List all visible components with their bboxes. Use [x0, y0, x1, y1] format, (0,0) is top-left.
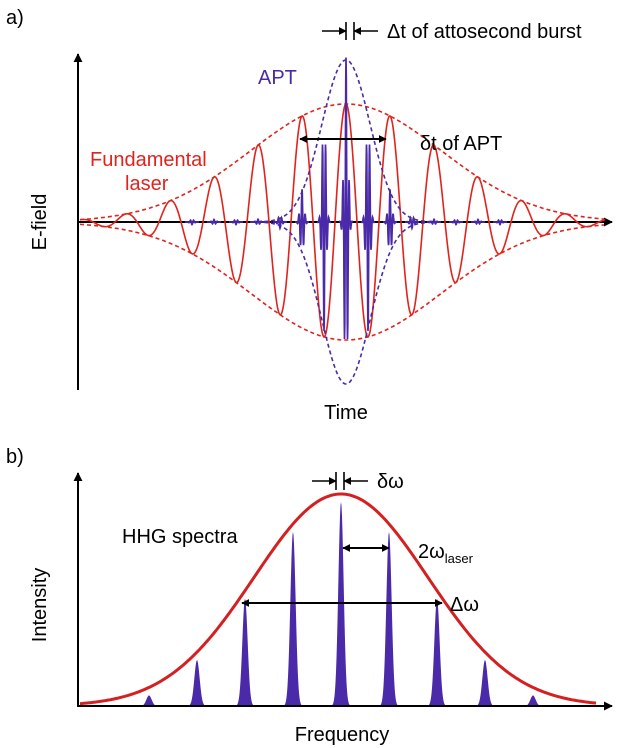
apt-label: APT	[258, 67, 297, 89]
attosecond-burst	[449, 218, 463, 226]
panel-a-x-label: Time	[324, 402, 368, 424]
harmonic-peak	[140, 695, 158, 706]
attosecond-burst	[316, 144, 332, 331]
fundamental-envelope-upper	[79, 103, 605, 221]
panel-b: b) Intensity Frequency HHG spectra δω 2ω…	[6, 446, 613, 746]
attosecond-burst	[207, 218, 221, 226]
attosecond-burst	[273, 215, 287, 232]
panel-a-label: a)	[6, 7, 24, 29]
harmonic-peak	[476, 660, 494, 706]
apt-duration-annotation: δt of APT	[420, 133, 502, 155]
bandwidth-annotation: Δω	[450, 594, 479, 616]
harmonic-peak	[236, 598, 254, 706]
harmonic-width-marker	[312, 472, 368, 490]
attosecond-burst	[405, 215, 419, 232]
attosecond-burst	[471, 218, 485, 226]
apt-envelope-lower	[250, 221, 442, 385]
fundamental-laser-wave	[79, 103, 606, 338]
attosecond-burst	[427, 217, 441, 225]
attosecond-burst	[493, 218, 507, 226]
fundamental-label-line1: Fundamental	[90, 149, 207, 171]
panel-a-y-label: E-field	[29, 194, 51, 251]
spectral-envelope	[79, 492, 597, 706]
attosecond-burst	[382, 189, 398, 246]
fundamental-envelope-lower	[79, 223, 605, 341]
attosecond-burst	[360, 144, 376, 331]
panel-b-y-label: Intensity	[29, 568, 51, 642]
hhg-spectra-label: HHG spectra	[122, 526, 238, 548]
attosecond-burst	[338, 57, 354, 340]
harmonic-peak	[428, 598, 446, 706]
panel-b-x-label: Frequency	[295, 724, 390, 746]
burst-annotation: Δt of attosecond burst	[387, 21, 582, 43]
harmonic-width-annotation: δω	[377, 471, 404, 493]
fundamental-label-line2: laser	[125, 173, 169, 195]
panel-a-waveforms	[79, 57, 606, 385]
attosecond-burst	[251, 217, 265, 225]
harmonic-peak	[188, 660, 206, 706]
harmonic-peak	[380, 531, 398, 706]
panel-b-label: b)	[6, 446, 24, 468]
burst-width-marker	[322, 22, 378, 40]
attosecond-burst	[229, 218, 243, 226]
spacing-main: 2ω	[418, 541, 445, 563]
harmonic-spacing-annotation: 2ωlaser	[418, 541, 474, 566]
spacing-subscript: laser	[445, 551, 474, 566]
harmonic-peak	[284, 531, 302, 706]
panel-a: a) E-field Time APT Fundamental laser Δt…	[6, 7, 613, 424]
attosecond-burst	[294, 189, 310, 246]
attosecond-burst	[185, 218, 199, 226]
harmonic-peak	[524, 695, 542, 706]
